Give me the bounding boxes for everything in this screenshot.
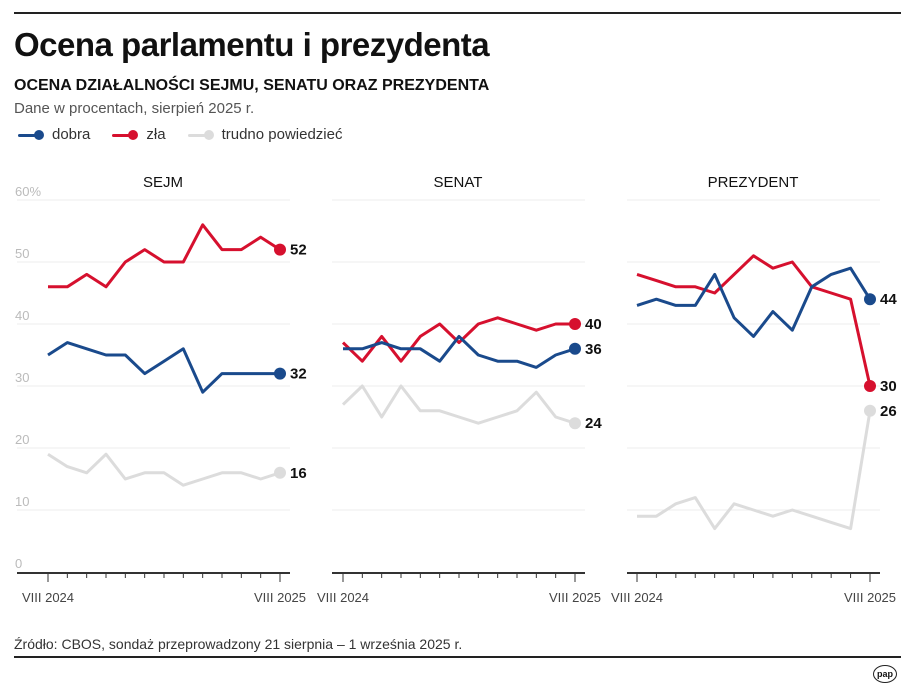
series-line-trudno [637, 410, 872, 531]
x-tick-label: VIII 2025 [844, 590, 896, 605]
legend-swatch-icon [18, 129, 44, 140]
panel-title: PREZYDENT [708, 174, 799, 191]
data-label: 16 [290, 465, 307, 482]
y-tick-label: 0 [15, 556, 22, 571]
x-tick-label: VIII 2025 [549, 590, 601, 605]
panel-title: SEJM [143, 174, 183, 191]
chart-subtitle: OCENA DZIAŁALNOŚCI SEJMU, SENATU ORAZ PR… [14, 77, 490, 94]
data-label: 36 [585, 341, 602, 358]
legend-swatch-icon [112, 129, 139, 140]
x-tick-label: VIII 2024 [611, 590, 663, 605]
chart-note: Dane w procentach, sierpień 2025 r. [14, 100, 255, 117]
pap-logo: pap [873, 665, 897, 683]
legend-item-trudno: trudno powiedzieć [187, 126, 343, 143]
end-point-marker [864, 380, 876, 392]
data-label: 44 [880, 291, 897, 308]
data-label: 40 [585, 316, 602, 333]
y-tick-label: 30 [15, 370, 29, 385]
legend-item-zla: zła [112, 126, 166, 143]
data-label: 52 [290, 242, 307, 259]
source-note: Źródło: CBOS, sondaż przeprowadzony 21 s… [14, 636, 463, 652]
series-line-dobra [636, 266, 872, 338]
legend-swatch-icon [187, 129, 214, 140]
legend: dobra zła trudno powiedzieć [18, 126, 342, 143]
series-line-zla [341, 316, 575, 363]
y-tick-label: 40 [15, 308, 29, 323]
y-tick-label: 50 [15, 246, 29, 261]
data-label: 24 [585, 415, 602, 432]
data-label: 32 [290, 366, 307, 383]
x-tick-label: VIII 2024 [22, 590, 74, 605]
y-tick-label: 20 [15, 432, 29, 447]
data-label: 26 [880, 403, 897, 420]
end-point-marker [569, 342, 581, 355]
panel-title: SENAT [434, 174, 483, 191]
top-rule [14, 12, 901, 14]
end-point-marker [274, 243, 286, 256]
y-tick-label: 10 [15, 494, 29, 509]
series-line-zla [636, 254, 872, 387]
series-line-trudno [47, 452, 281, 487]
legend-label: zła [146, 126, 166, 143]
bottom-rule [14, 656, 901, 658]
end-point-marker [274, 367, 286, 380]
x-tick-label: VIII 2024 [317, 590, 369, 605]
end-point-marker [569, 417, 581, 430]
y-tick-label: 60% [15, 184, 41, 199]
x-tick-label: VIII 2025 [254, 590, 306, 605]
legend-item-dobra: dobra [18, 126, 90, 143]
end-point-marker [864, 293, 876, 306]
end-point-marker [864, 404, 876, 417]
page-title: Ocena parlamentu i prezydenta [14, 26, 490, 63]
legend-label: dobra [52, 126, 91, 143]
end-point-marker [274, 466, 286, 479]
legend-label: trudno powiedzieć [221, 126, 343, 143]
series-line-trudno [341, 384, 576, 425]
series-line-dobra [47, 341, 280, 394]
series-line-zla [48, 223, 281, 289]
data-label: 30 [880, 378, 897, 395]
end-point-marker [569, 318, 581, 330]
series-line-dobra [343, 334, 576, 369]
